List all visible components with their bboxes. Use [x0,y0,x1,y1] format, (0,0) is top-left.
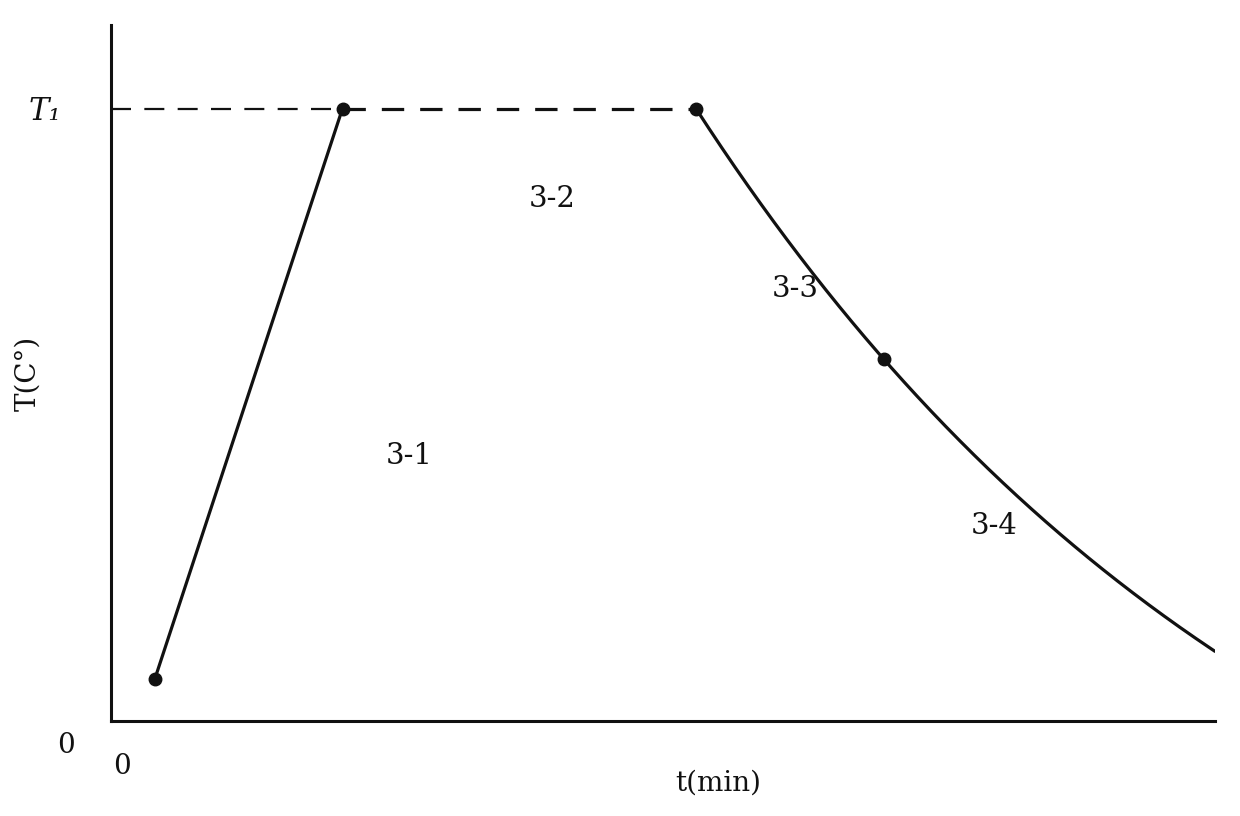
Text: 0: 0 [113,752,130,780]
Text: T(C°): T(C°) [14,335,41,410]
Text: 3-2: 3-2 [529,185,575,213]
Text: T₁: T₁ [29,96,61,127]
Text: 3-3: 3-3 [771,276,818,304]
Text: 0: 0 [57,732,76,759]
Text: 3-1: 3-1 [386,442,433,471]
Text: 3-4: 3-4 [971,512,1018,540]
Text: t(min): t(min) [675,770,761,797]
